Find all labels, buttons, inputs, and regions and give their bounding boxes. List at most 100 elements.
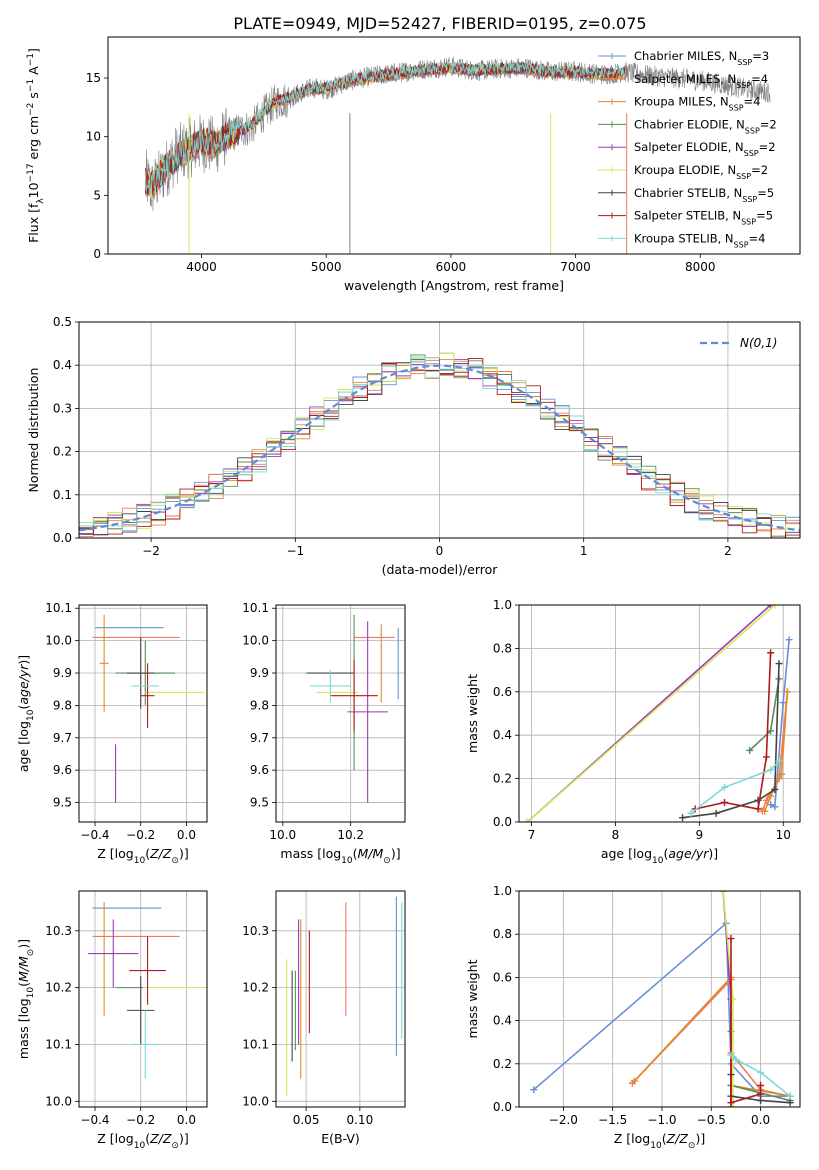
age_vs_z-plot-area (92, 614, 205, 803)
sfh-marker (727, 1099, 735, 1107)
x-tick-label: 10.0 (269, 828, 296, 842)
sfh-marker (771, 803, 779, 811)
mass_vs_ebv-plot-area (286, 896, 403, 1096)
sfh-marker (630, 1077, 638, 1085)
y-tick-label: 0.0 (493, 815, 512, 829)
sfh-marker (523, 818, 531, 822)
x-axis-label: E(B-V) (321, 1131, 360, 1146)
residuals-panel: −2 −1 0 1 2 0.0 0.1 0.2 0.3 0.4 0.5 N(0,1) (data-mod… (26, 315, 801, 577)
y-tick-label: 1.0 (493, 598, 512, 612)
sfh-line (730, 938, 762, 1104)
sfh-line (526, 605, 776, 822)
y-tick-label: 0.2 (493, 772, 512, 786)
sfh-line (770, 639, 790, 809)
x-tick-label: 0.0 (177, 828, 196, 842)
sfh-marker (771, 605, 779, 609)
x-tick-label: 10 (776, 828, 791, 842)
y-tick-label: 0.8 (493, 927, 512, 941)
y-tick-label: 10.1 (242, 601, 269, 615)
x-tick-label: 8000 (685, 260, 716, 274)
sfh-marker (786, 1092, 794, 1100)
y-tick-label: 10.3 (45, 924, 72, 938)
x-axis-label: Z [log10(Z/Z⊙)] (97, 846, 188, 866)
x-tick-label: 6000 (436, 260, 467, 274)
y-tick-label: 9.9 (250, 666, 269, 680)
y-tick-label: 10.1 (45, 601, 72, 615)
y-tick-label: 0.4 (53, 358, 72, 372)
legend-entry: Salpeter MILES, NSSP=4 (634, 72, 768, 90)
sfh-marker (775, 757, 783, 765)
sfh_z-plot-area (530, 891, 794, 1107)
sfh-marker (530, 1086, 538, 1094)
age_vs_mass-plot-area (306, 614, 399, 803)
y-tick-label: 0.4 (493, 1014, 512, 1028)
sfh-marker (721, 783, 729, 791)
sfh-line (690, 760, 780, 814)
sfh-line (694, 652, 772, 810)
x-tick-label: −0.4 (80, 828, 109, 842)
sfh-marker (729, 1103, 737, 1107)
x-tick-label: −1.0 (647, 1113, 676, 1127)
x-tick-label: 9 (696, 828, 704, 842)
sfh-marker (767, 801, 775, 809)
y-tick-label: 15 (86, 71, 101, 85)
age_vs_z-panel: −0.4 −0.2 0.0 9.5 9.6 9.7 9.8 9.9 10.0 10.1 Z [log… (16, 601, 208, 866)
x-tick-label: 8 (612, 828, 620, 842)
y-tick-label: 10.0 (45, 1094, 72, 1108)
legend-entry: Salpeter STELIB, NSSP=5 (634, 209, 773, 227)
x-tick-label: −1 (286, 544, 304, 558)
y-tick-label: 10.3 (242, 924, 269, 938)
sfh-marker (687, 809, 695, 817)
y-tick-label: 9.9 (53, 666, 72, 680)
sfh-marker (746, 746, 754, 754)
y-tick-label: 9.7 (53, 731, 72, 745)
sfh-marker (757, 1090, 765, 1098)
y-tick-label: 0.3 (53, 401, 72, 415)
sfh-marker (719, 891, 727, 895)
age_vs_mass-frame (275, 604, 406, 823)
sfh-marker (757, 1097, 765, 1105)
mass_vs_z-frame (78, 890, 208, 1108)
sfh-marker (767, 727, 775, 735)
y-tick-label: 0.1 (53, 488, 72, 502)
x-tick-label: 4000 (186, 260, 217, 274)
x-axis-label: (data-model)/error (382, 562, 499, 577)
y-tick-label: 0.6 (493, 685, 512, 699)
y-tick-label: 10.0 (242, 1094, 269, 1108)
y-axis-label: Normed distribution (26, 368, 41, 493)
sfh-line (764, 691, 789, 812)
x-tick-label: −0.4 (80, 1113, 109, 1127)
y-tick-label: 5 (93, 188, 101, 202)
age_vs_z-frame (78, 604, 208, 823)
legend-entry: Kroupa MILES, NSSP=4 (634, 95, 760, 113)
y-tick-label: 10 (86, 130, 101, 144)
model-spectrum-line (144, 60, 626, 196)
y-tick-label: 9.8 (53, 698, 72, 712)
legend-entry: N(0,1) (740, 336, 777, 350)
x-tick-label: 0.10 (346, 1113, 373, 1127)
sfh-marker (786, 1099, 794, 1107)
sfh_z-panel: −2.0 −1.5 −1.0 −0.5 0.0 0.0 0.2 0.4 0.6 0.8 1.0 Z [… (465, 884, 801, 1151)
sfh-marker (767, 649, 775, 657)
x-tick-label: 0 (436, 544, 444, 558)
y-tick-label: 0.2 (493, 1057, 512, 1071)
sfh-marker (761, 807, 769, 815)
sfh-marker (783, 688, 791, 696)
y-tick-label: 0.4 (493, 728, 512, 742)
age_vs_mass-panel: 10.0 10.2 9.5 9.6 9.7 9.8 9.9 10.0 10.1 mass [log… (242, 601, 406, 866)
sfh-marker (712, 809, 720, 817)
sfh-marker (767, 605, 775, 609)
figure-title: PLATE=0949, MJD=52427, FIBERID=0195, z=0… (233, 14, 646, 33)
x-tick-label: −2 (142, 544, 160, 558)
x-axis-label: age [log10(age/yr)] (601, 846, 718, 866)
model-spectrum-line (144, 60, 626, 196)
x-tick-label: 0.05 (293, 1113, 320, 1127)
x-tick-label: 7000 (560, 260, 591, 274)
x-tick-label: 7 (528, 828, 536, 842)
x-tick-label: 1 (580, 544, 588, 558)
y-axis-label: mass weight (465, 959, 480, 1038)
y-tick-label: 0.0 (53, 531, 72, 545)
y-tick-label: 9.5 (250, 796, 269, 810)
x-tick-label: −0.2 (126, 1113, 155, 1127)
